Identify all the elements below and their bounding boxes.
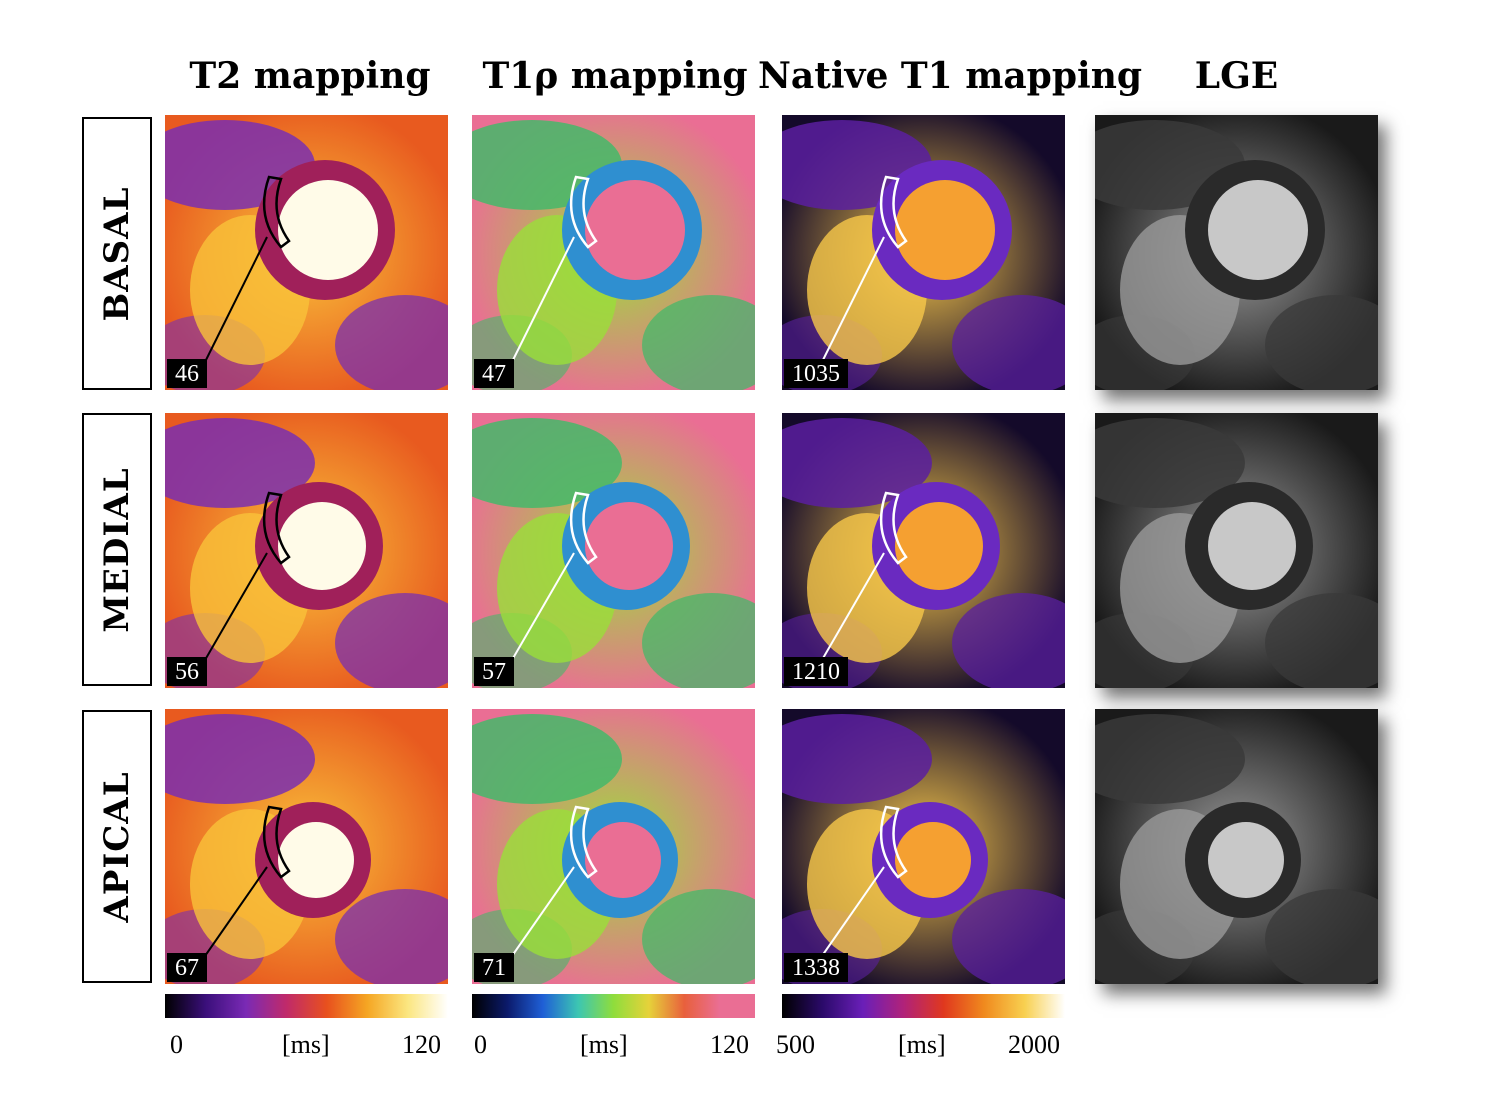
row-label-text: APICAL	[97, 770, 137, 923]
column-title-native-t1: Native T1 mapping	[758, 55, 1143, 97]
colorbar-t2-unit: [ms]	[282, 1030, 330, 1059]
image-native-t1-medial: 1210	[782, 413, 1065, 688]
scan-image	[472, 709, 755, 984]
image-t1rho-medial: 57	[472, 413, 755, 688]
image-t1rho-basal: 47	[472, 115, 755, 390]
roi-value-label: 47	[474, 359, 514, 388]
image-native-t1-apical: 1338	[782, 709, 1065, 984]
colorbar-t1rho-max: 120	[710, 1030, 749, 1059]
image-lge-apical	[1095, 709, 1378, 984]
image-t2-basal: 46	[165, 115, 448, 390]
image-native-t1-basal: 1035	[782, 115, 1065, 390]
row-label-basal: BASAL	[82, 117, 152, 390]
roi-value-label: 71	[474, 953, 514, 982]
colorbar-native-t1	[782, 994, 1065, 1018]
scan-image	[165, 115, 448, 390]
column-title-t1rho: T1ρ mapping	[482, 55, 748, 97]
row-label-text: BASAL	[97, 186, 137, 321]
image-t1rho-apical: 71	[472, 709, 755, 984]
scan-image	[165, 709, 448, 984]
colorbar-t1rho-min: 0	[474, 1030, 487, 1059]
colorbar-t1rho-unit: [ms]	[580, 1030, 628, 1059]
roi-value-label: 57	[474, 657, 514, 686]
scan-image	[782, 115, 1065, 390]
scan-image	[472, 115, 755, 390]
image-lge-basal	[1095, 115, 1378, 390]
roi-value-label: 1035	[784, 359, 848, 388]
row-label-text: MEDIAL	[97, 466, 137, 633]
colorbar-t1rho	[472, 994, 755, 1018]
scan-image	[165, 413, 448, 688]
scan-image	[1095, 413, 1378, 688]
image-t2-apical: 67	[165, 709, 448, 984]
colorbar-t1-min: 500	[776, 1030, 815, 1059]
colorbar-t2	[165, 994, 448, 1018]
scan-image	[1095, 115, 1378, 390]
colorbar-t1-max: 2000	[1008, 1030, 1060, 1059]
roi-value-label: 56	[167, 657, 207, 686]
image-lge-medial	[1095, 413, 1378, 688]
roi-value-label: 1210	[784, 657, 848, 686]
roi-value-label: 46	[167, 359, 207, 388]
scan-image	[1095, 709, 1378, 984]
scan-image	[782, 709, 1065, 984]
scan-image	[472, 413, 755, 688]
colorbar-t1-unit: [ms]	[898, 1030, 946, 1059]
scan-image	[782, 413, 1065, 688]
roi-value-label: 1338	[784, 953, 848, 982]
row-label-apical: APICAL	[82, 710, 152, 983]
column-title-lge: LGE	[1194, 55, 1279, 97]
row-label-medial: MEDIAL	[82, 413, 152, 686]
image-t2-medial: 56	[165, 413, 448, 688]
roi-value-label: 67	[167, 953, 207, 982]
colorbar-t2-max: 120	[402, 1030, 441, 1059]
colorbar-t2-min: 0	[170, 1030, 183, 1059]
column-title-t2: T2 mapping	[189, 55, 431, 97]
